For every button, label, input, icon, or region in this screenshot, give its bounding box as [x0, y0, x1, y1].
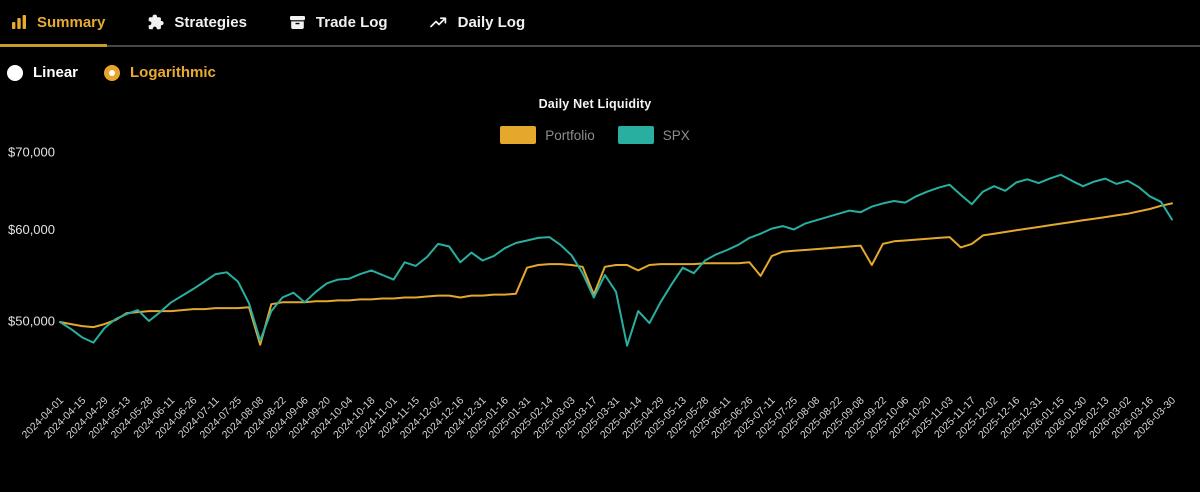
legend-label: Portfolio	[545, 127, 595, 143]
scale-toggle: Linear Logarithmic	[7, 64, 216, 81]
chart-legend: Portfolio SPX	[0, 126, 1190, 144]
spx-swatch	[617, 126, 654, 144]
y-axis-tick-label: $60,000	[8, 222, 55, 237]
tab-label: Daily Log	[457, 13, 526, 31]
tab-trade-log[interactable]: Trade Log	[286, 0, 390, 47]
y-axis-tick-label: $70,000	[8, 145, 55, 160]
chart-title: Daily Net Liquidity	[538, 97, 652, 111]
tab-strategies[interactable]: Strategies	[144, 0, 249, 47]
tab-label: Strategies	[174, 13, 247, 31]
legend-item-spx[interactable]: SPX	[617, 126, 690, 144]
radio-label: Logarithmic	[130, 64, 216, 81]
radio-circle-icon[interactable]	[104, 64, 121, 81]
portfolio-swatch	[500, 126, 537, 144]
y-axis-tick-label: $50,000	[8, 314, 55, 329]
radio-label: Linear	[33, 64, 79, 81]
radio-linear[interactable]: Linear	[7, 64, 78, 81]
spx-line	[59, 173, 1173, 347]
tab-label: Summary	[37, 13, 106, 31]
radio-logarithmic[interactable]: Logarithmic	[104, 64, 216, 81]
top-nav: Summary Strategies Trade Log Daily Log	[0, 0, 1200, 47]
bar-chart-icon	[12, 15, 26, 29]
tab-label: Trade Log	[315, 13, 388, 31]
trend-up-icon	[429, 16, 446, 27]
legend-label: SPX	[662, 127, 690, 143]
tab-summary[interactable]: Summary	[0, 0, 108, 47]
tab-daily-log[interactable]: Daily Log	[427, 0, 528, 47]
archive-icon	[289, 15, 305, 29]
portfolio-line	[59, 202, 1173, 346]
radio-circle-icon[interactable]	[7, 64, 23, 81]
puzzle-icon	[149, 14, 164, 29]
legend-item-portfolio[interactable]: Portfolio	[500, 126, 595, 144]
